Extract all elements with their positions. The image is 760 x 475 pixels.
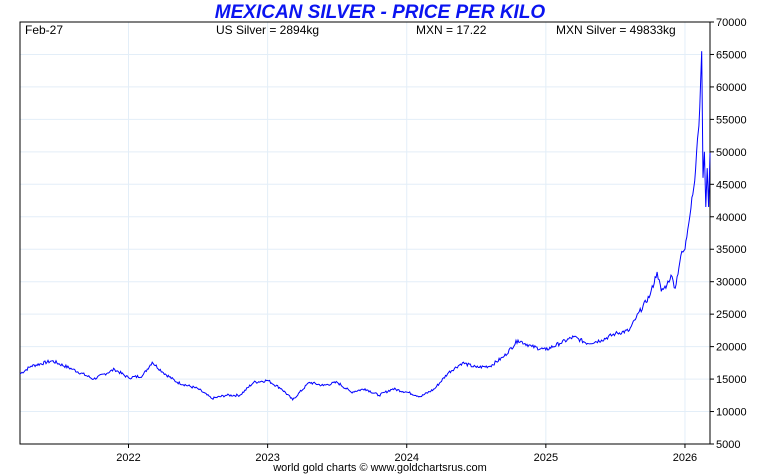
y-tick-label: 25000: [716, 309, 747, 321]
chart-footer: world gold charts © www.goldchartsrus.co…: [273, 462, 487, 474]
y-tick-label: 10000: [716, 407, 747, 419]
y-tick-label: 45000: [716, 179, 747, 191]
y-tick-label: 40000: [716, 212, 747, 224]
y-tick-label: 50000: [716, 147, 747, 159]
header-mxn: MXN = 17.22: [416, 23, 487, 37]
header-mxn-silver: MXN Silver = 49833kg: [556, 23, 676, 37]
header-date: Feb-27: [25, 23, 64, 37]
y-tick-label: 20000: [716, 342, 747, 354]
series-line: [19, 51, 711, 401]
y-tick-label: 5000: [716, 439, 740, 451]
y-tick-label: 30000: [716, 277, 747, 289]
y-tick-label: 70000: [716, 17, 747, 29]
plot-frame: [19, 21, 711, 445]
x-tick-label: 2022: [116, 452, 140, 464]
x-tick-label: 2024: [394, 452, 418, 464]
y-tick-label: 60000: [716, 82, 747, 94]
x-tick-label: 2026: [673, 452, 697, 464]
y-tick-label: 15000: [716, 374, 747, 386]
x-tick-label: 2025: [534, 452, 558, 464]
y-tick-label: 35000: [716, 244, 747, 256]
y-tick-label: 55000: [716, 114, 747, 126]
x-tick-label: 2023: [255, 452, 279, 464]
y-tick-label: 65000: [716, 49, 747, 61]
chart-title: MEXICAN SILVER - PRICE PER KILO: [214, 2, 546, 23]
